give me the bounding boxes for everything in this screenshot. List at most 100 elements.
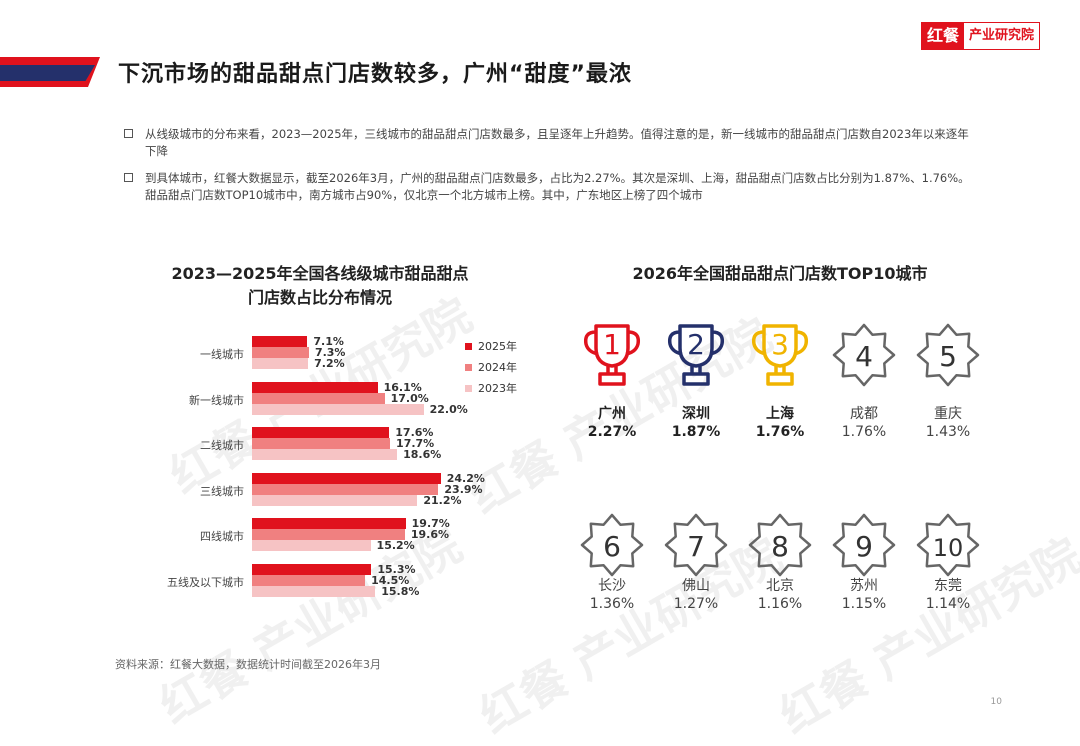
city-name: 北京 [766,578,794,594]
bullet-1-text: 从线级城市的分布来看，2023—2025年，三线城市的甜品甜点门店数最多，且呈逐… [145,127,969,158]
source-note: 资料来源：红餐大数据，数据统计时间截至2026年3月 [115,658,381,671]
star-badge-icon: 10 [916,513,980,577]
legend-label: 2024年 [478,361,517,374]
rank-number: 4 [855,340,873,373]
bullet-2-text: 到具体城市，红餐大数据显示，截至2026年3月，广州的甜品甜点门店数最多，占比为… [145,171,970,202]
city-name: 苏州 [850,578,878,594]
star-badge-shape [580,513,644,577]
left-chart-title: 2023—2025年全国各线级城市甜品甜点 门店数占比分布情况 [130,262,510,310]
bar [252,403,424,415]
bar [252,358,309,369]
data-label: 17.6% [395,426,434,439]
data-label: 7.3% [314,346,346,359]
city-name: 深圳 [682,406,710,422]
trophy-icon: 1 [583,324,641,386]
bar [252,518,406,529]
bar [252,540,371,551]
rank-number: 9 [855,530,873,563]
trophy-icon: 3 [751,324,809,386]
category-label: 二线城市 [200,439,244,452]
bullet-box-icon [124,173,133,182]
bullet-1: 从线级城市的分布来看，2023—2025年，三线城市的甜品甜点门店数最多，且呈逐… [124,126,974,160]
data-label: 15.2% [376,539,415,552]
trophy-cup-shape [751,324,809,386]
bar [252,585,376,597]
star-badge-shape [916,513,980,577]
data-label: 19.6% [410,528,450,541]
bar [252,494,418,506]
trophy-cup-shape [667,324,725,386]
legend-label: 2025年 [478,340,517,353]
data-label: 17.0% [390,391,429,405]
city-name: 成都 [850,406,878,422]
data-label: 7.1% [313,335,344,348]
category-label: 一线城市 [200,348,244,361]
bar [252,336,308,347]
data-label: 17.7% [396,437,435,450]
star-badge-shape [832,513,896,577]
data-label: 18.6% [403,448,442,461]
rank-number: 6 [603,530,621,563]
data-label: 7.2% [314,357,345,370]
trophy-cup-shape [583,324,641,386]
bar [252,449,398,460]
star-badge-icon: 4 [832,323,896,387]
data-label: 21.2% [423,493,462,507]
city-share: 1.16% [757,596,803,612]
star-badge-icon: 8 [748,513,812,577]
city-share: 1.27% [673,596,719,612]
legend-swatch [465,342,472,350]
rank-number: 2 [687,328,705,361]
rank-number: 5 [939,340,957,373]
legend-swatch [465,363,472,371]
category-label: 新一线城市 [189,393,244,407]
left-chart-title-line1: 2023—2025年全国各线级城市甜品甜点 [171,264,469,283]
star-badge-shape [748,513,812,577]
page-title: 下沉市场的甜品甜点门店数较多，广州“甜度”最浓 [118,62,632,87]
star-badge-icon: 7 [664,513,728,577]
bar [252,427,390,438]
bar [252,438,391,449]
rank-number: 7 [687,530,705,563]
legend-label: 2023年 [478,382,517,395]
legend-item: 2024年 [465,359,517,375]
bullet-2: 到具体城市，红餐大数据显示，截至2026年3月，广州的甜品甜点门店数最多，占比为… [124,170,974,204]
bar [252,483,439,495]
city-share: 1.15% [841,596,887,612]
rank-number: 10 [933,534,964,562]
city-name: 上海 [766,406,794,422]
city-name: 佛山 [682,578,710,594]
star-badge-shape [916,323,980,387]
bar [252,529,405,540]
legend-swatch [465,384,472,392]
data-label: 24.2% [446,471,485,485]
city-share: 1.14% [925,596,971,612]
city-share: 1.76% [841,424,887,440]
page-number: 10 [990,697,1002,707]
trophy-icon: 2 [667,324,725,386]
bar [252,472,441,484]
city-share: 1.87% [671,424,721,440]
category-label: 五线及以下城市 [167,575,244,589]
data-label: 23.9% [444,482,483,496]
star-badge-icon: 9 [832,513,896,577]
city-name: 重庆 [934,406,962,422]
data-label: 14.5% [371,573,410,587]
data-label: 19.7% [411,517,450,530]
brand-logo: 红餐 产业研究院 [920,22,1040,50]
bar [252,381,378,393]
data-label: 22.0% [429,402,468,416]
logo-mark: 红餐 [921,23,964,49]
left-chart-title-line2: 门店数占比分布情况 [247,288,392,307]
bullet-box-icon [124,129,133,138]
bar [252,563,372,575]
data-label: 16.1% [383,380,422,394]
city-name: 广州 [598,406,626,422]
star-badge-shape [832,323,896,387]
star-badge-icon: 5 [916,323,980,387]
data-label: 15.3% [377,562,416,576]
category-label: 四线城市 [200,530,244,543]
bar [252,392,385,404]
city-share: 1.43% [925,424,971,440]
bar [252,347,309,358]
